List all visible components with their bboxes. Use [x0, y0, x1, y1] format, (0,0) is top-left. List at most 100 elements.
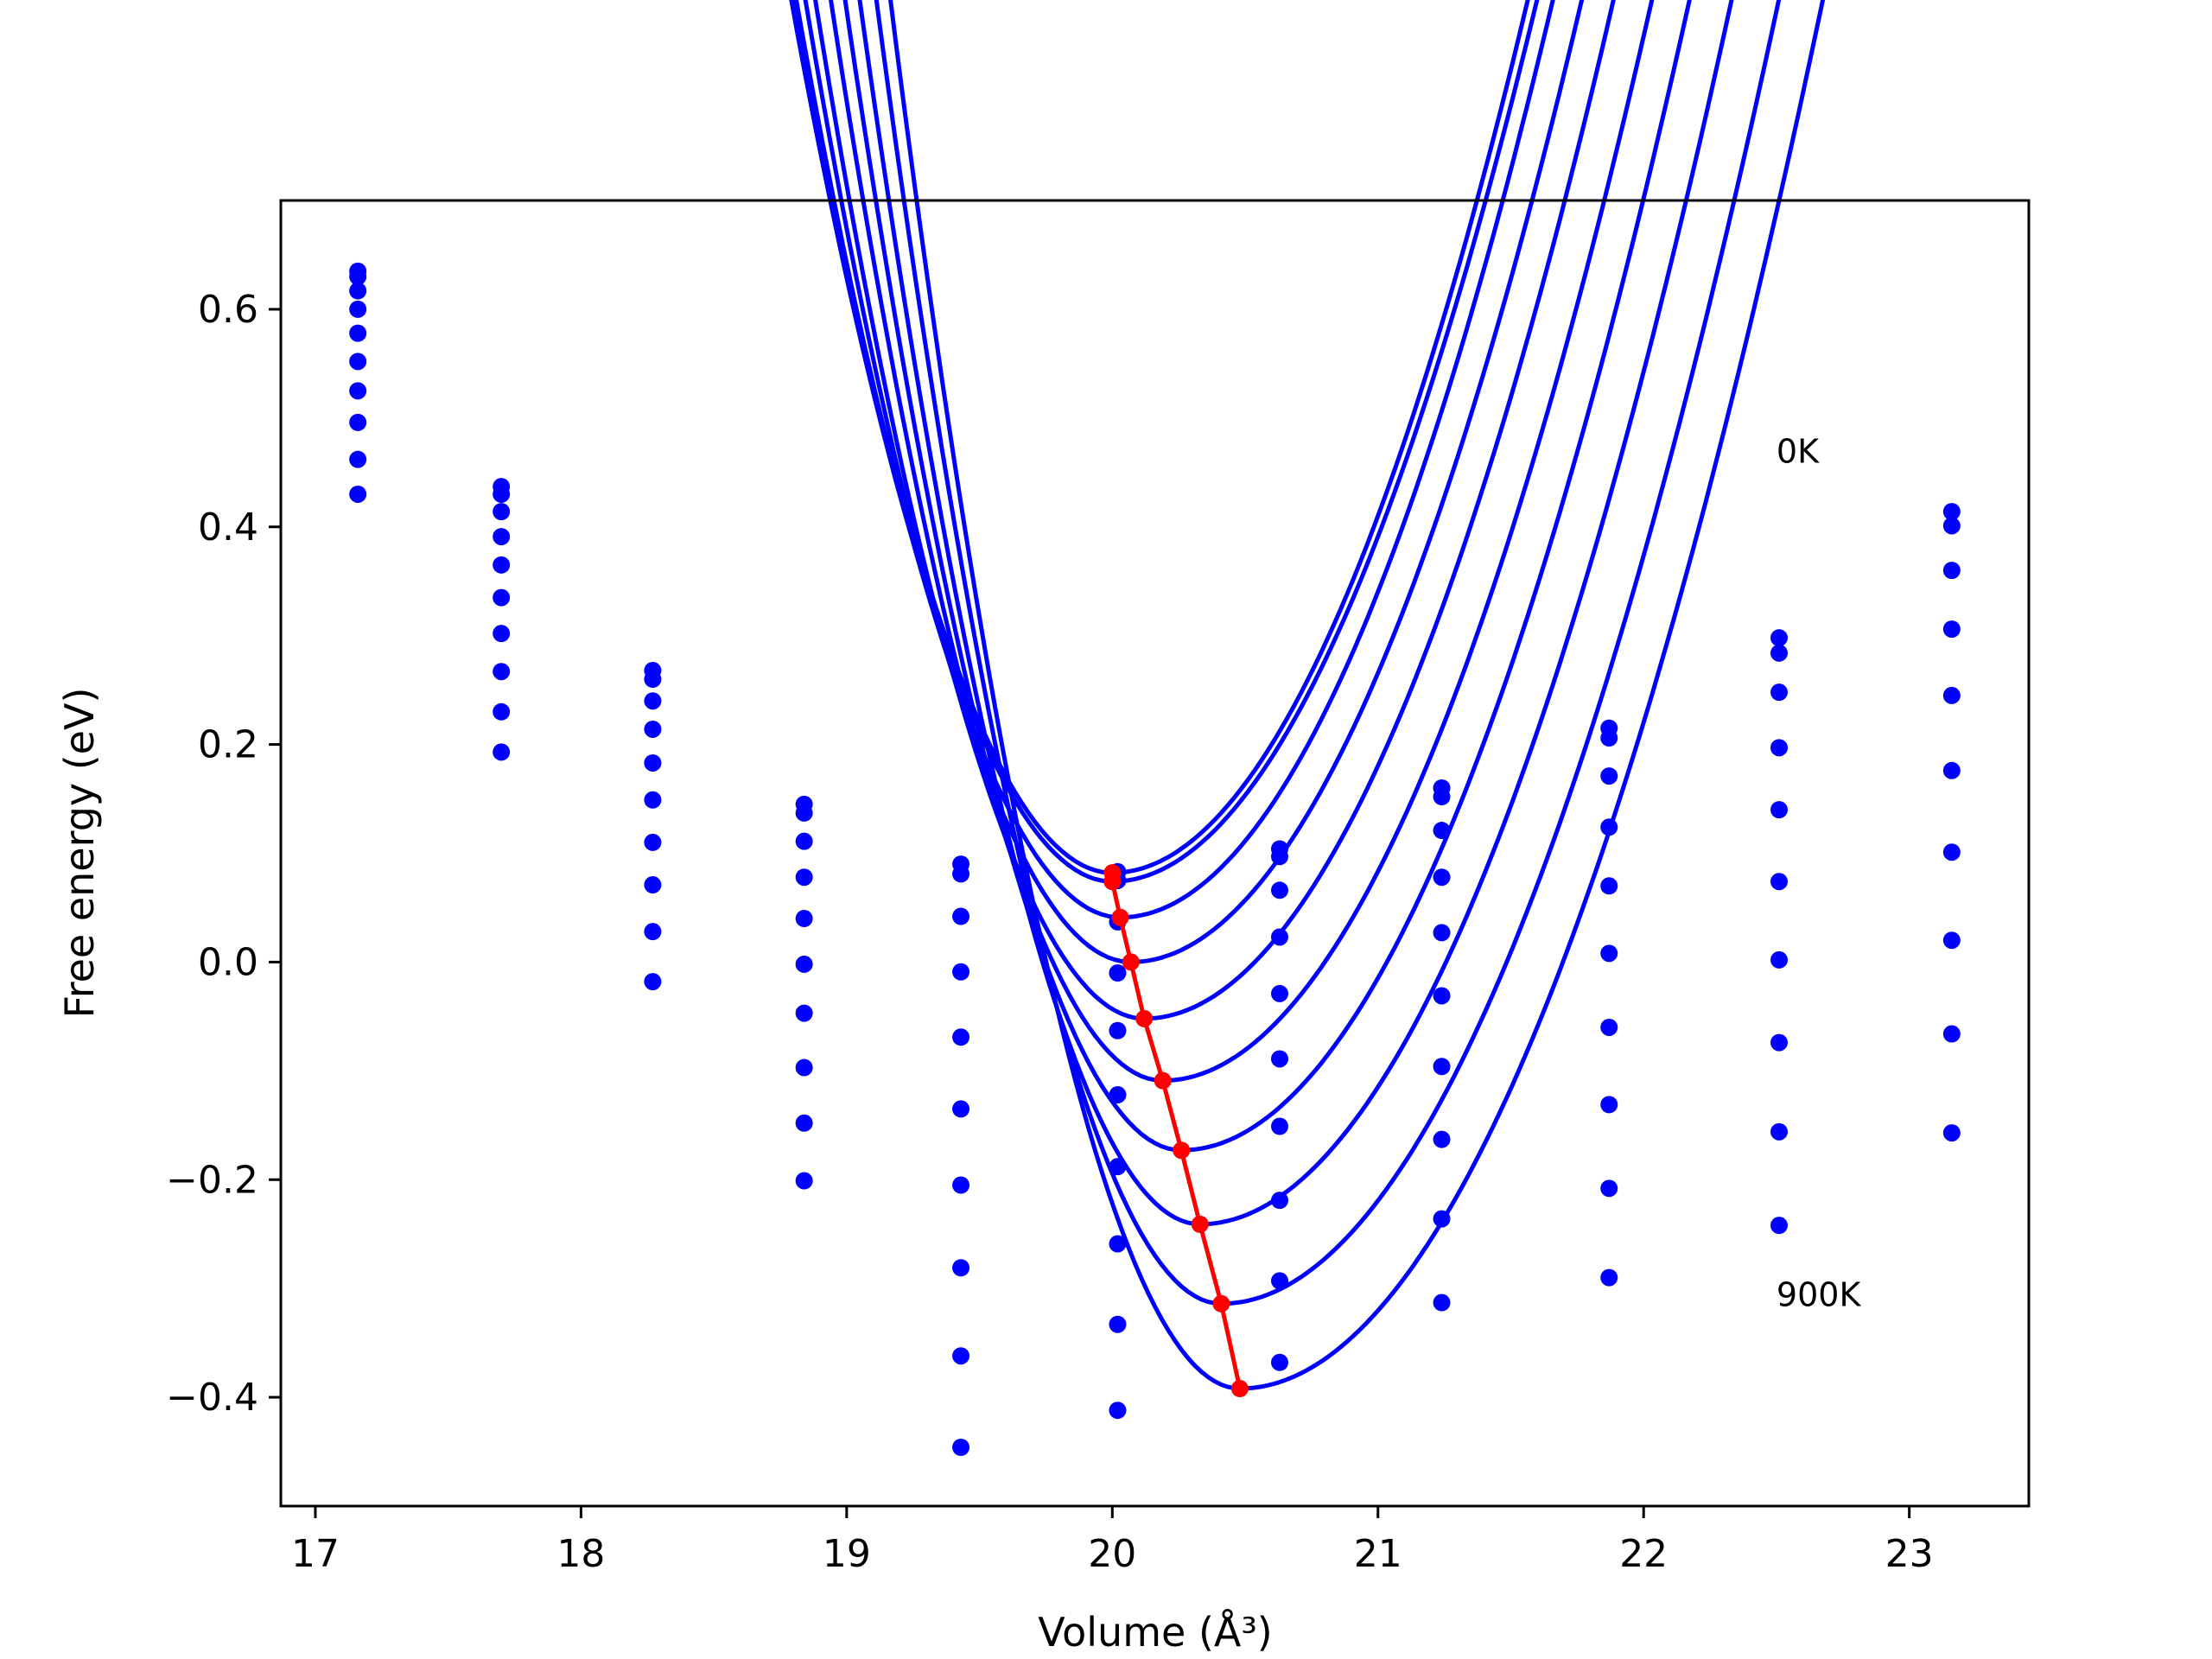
data-point	[493, 556, 511, 574]
data-points	[349, 262, 1961, 1457]
data-point	[795, 1114, 813, 1132]
data-point	[1600, 1096, 1618, 1114]
data-point	[493, 528, 511, 546]
minimum-point	[1230, 1380, 1249, 1398]
data-point	[1770, 739, 1788, 757]
data-point	[1942, 1124, 1961, 1142]
data-point	[1433, 1130, 1451, 1148]
x-tick-label: 19	[823, 1532, 871, 1576]
data-point	[349, 324, 367, 342]
x-tick-label: 17	[291, 1532, 340, 1576]
data-point	[1271, 1272, 1288, 1290]
y-tick-label: −0.2	[166, 1158, 258, 1202]
data-point	[1942, 562, 1961, 580]
data-point	[493, 663, 511, 681]
data-point	[1109, 1402, 1127, 1420]
data-point	[349, 300, 367, 318]
data-point	[795, 955, 813, 973]
data-point	[1109, 1021, 1127, 1039]
data-point	[1109, 1086, 1127, 1104]
x-tick-label: 18	[556, 1532, 605, 1576]
data-point	[493, 485, 511, 503]
y-tick-label: −0.4	[166, 1376, 258, 1420]
fit-curve-4	[803, 0, 1585, 964]
data-point	[795, 804, 813, 822]
data-point	[952, 1347, 970, 1365]
data-point	[1433, 822, 1451, 840]
data-point	[1433, 788, 1451, 806]
data-point	[1271, 1353, 1288, 1371]
data-point	[1271, 848, 1288, 866]
data-point	[644, 876, 662, 894]
data-point	[644, 692, 662, 710]
data-point	[952, 1176, 970, 1194]
data-point	[644, 671, 662, 689]
fit-curve-7	[842, 0, 1692, 1153]
data-point	[493, 702, 511, 721]
data-point	[1942, 517, 1961, 535]
data-point	[1770, 1122, 1788, 1141]
data-point	[795, 1172, 813, 1190]
data-point	[952, 963, 970, 981]
fit-curve-10	[888, 0, 1826, 1391]
y-axis-label: Free energy (eV)	[56, 688, 103, 1019]
data-point	[1433, 1294, 1451, 1312]
minimum-point	[1191, 1215, 1209, 1233]
data-point	[1942, 620, 1961, 639]
data-point	[795, 868, 813, 887]
data-point	[493, 625, 511, 643]
x-axis-label: Volume (Å³)	[1038, 1609, 1273, 1656]
data-point	[1433, 1210, 1451, 1228]
annotation-label: 900K	[1777, 1275, 1862, 1313]
annotations: 0K 900K	[1777, 433, 1862, 1314]
data-point	[1770, 873, 1788, 891]
data-point	[952, 1439, 970, 1457]
data-point	[1109, 1158, 1127, 1176]
data-point	[1433, 868, 1451, 887]
data-point	[1770, 801, 1788, 819]
minimum-line	[1109, 873, 1243, 1389]
x-axis: 17 18 19 20 21 22 23	[291, 1506, 1934, 1576]
data-point	[1770, 629, 1788, 647]
data-point	[493, 503, 511, 521]
data-point	[1600, 877, 1618, 895]
minimum-point	[1111, 908, 1129, 926]
data-point	[1271, 1117, 1288, 1135]
data-point	[1433, 987, 1451, 1005]
minimum-path	[1103, 864, 1249, 1398]
data-point	[1600, 729, 1618, 747]
data-point	[795, 1004, 813, 1022]
y-axis: −0.4 −0.2 0.0 0.2 0.4 0.6	[166, 288, 281, 1420]
data-point	[1600, 944, 1618, 963]
data-point	[1942, 931, 1961, 950]
data-point	[1942, 761, 1961, 779]
minimum-point	[1135, 1009, 1154, 1027]
data-point	[349, 413, 367, 431]
data-point	[795, 832, 813, 850]
data-point	[349, 485, 367, 503]
data-point	[644, 923, 662, 941]
data-point	[1109, 1315, 1127, 1333]
data-point	[1942, 686, 1961, 704]
minimum-point	[1173, 1141, 1191, 1160]
data-point	[644, 753, 662, 772]
data-point	[644, 791, 662, 809]
data-point	[1770, 683, 1788, 702]
y-tick-label: 0.4	[198, 505, 258, 550]
fit-curve-5	[813, 0, 1616, 1021]
fit-curve-2	[789, 0, 1540, 884]
data-point	[1271, 928, 1288, 946]
data-point	[1942, 843, 1961, 861]
minimum-point	[1154, 1071, 1172, 1090]
data-point	[644, 720, 662, 738]
minimum-point	[1103, 873, 1122, 891]
fit-curve-3	[794, 0, 1555, 920]
data-point	[1770, 644, 1788, 662]
data-point	[1770, 950, 1788, 969]
minimum-point	[1122, 953, 1140, 971]
fit-curve-9	[874, 0, 1782, 1306]
fit-curve-1	[790, 0, 1530, 875]
data-point	[349, 353, 367, 371]
y-tick-label: 0.2	[198, 723, 258, 767]
